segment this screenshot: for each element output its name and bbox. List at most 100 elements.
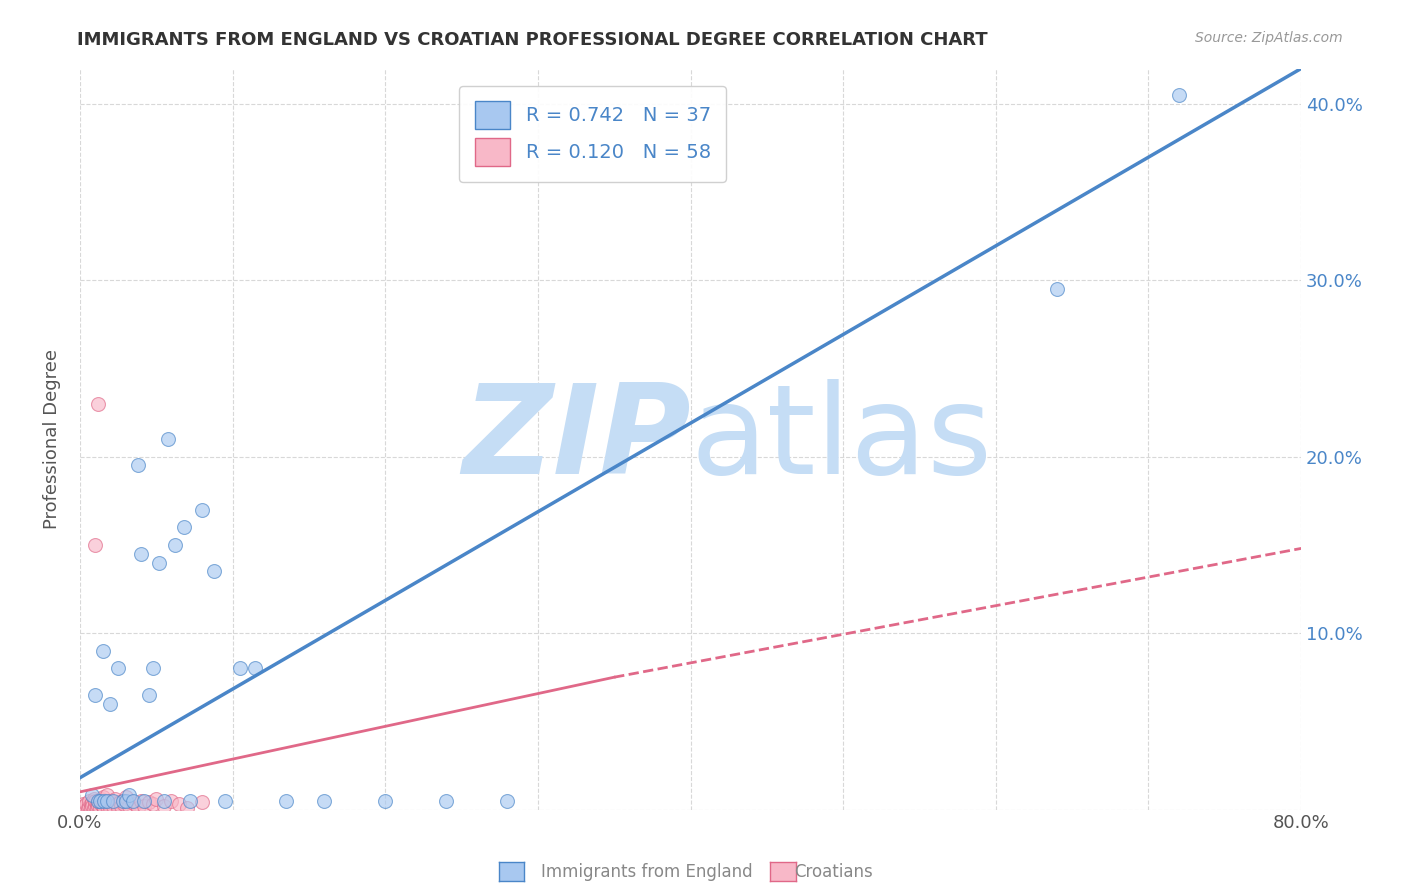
Point [84,794,107,808]
Point [148,556,170,570]
Point [72,797,94,812]
Point [100,801,122,815]
Text: atlas: atlas [690,378,993,500]
Point [93,797,115,812]
Point [77,794,100,808]
Point [129,547,152,561]
Point [90,792,112,806]
Point [83,801,105,815]
Point [153,799,176,814]
Point [104,792,127,806]
Point [96,794,118,808]
Point [179,794,201,808]
Point [132,794,155,808]
Point [91,790,114,805]
Point [202,565,225,579]
Point [191,796,214,810]
Point [118,799,141,814]
Point [84,538,107,552]
Point [129,794,152,808]
Text: Source: ZipAtlas.com: Source: ZipAtlas.com [1195,31,1343,45]
Point [191,502,214,516]
Point [89,801,111,815]
Point [163,538,186,552]
Y-axis label: Professional Degree: Professional Degree [44,349,60,529]
Point [84,799,107,814]
Point [87,796,110,810]
Point [103,799,125,814]
Point [94,796,117,810]
Point [153,794,176,808]
Point [79,801,101,815]
Point [132,799,155,814]
Point [73,799,96,814]
Point [229,661,252,675]
Point [93,801,115,815]
Point [374,794,396,808]
Point [97,797,120,812]
Point [111,794,134,808]
Point [100,794,122,808]
Point [90,797,112,812]
Point [112,797,135,812]
Point [86,797,108,812]
Point [89,794,111,808]
Point [111,794,134,808]
Point [167,797,190,812]
Point [83,792,105,806]
Point [100,697,122,711]
Point [96,799,118,814]
Point [434,794,457,808]
Point [105,797,128,812]
Point [101,796,124,810]
Point [145,792,167,806]
Point [124,797,146,812]
Point [93,794,115,808]
Point [157,432,180,446]
Point [245,661,267,675]
Text: Croatians: Croatians [794,863,873,881]
Point [122,794,145,808]
Point [77,799,100,814]
Point [107,661,129,675]
Point [138,688,160,702]
Point [114,790,136,805]
Point [1046,282,1069,296]
Point [108,796,131,810]
Point [1168,87,1191,102]
Point [80,799,103,814]
Point [110,799,132,814]
Point [127,458,149,473]
Point [87,794,110,808]
Text: IMMIGRANTS FROM ENGLAND VS CROATIAN PROFESSIONAL DEGREE CORRELATION CHART: IMMIGRANTS FROM ENGLAND VS CROATIAN PROF… [77,31,988,49]
Point [107,801,129,815]
Point [91,644,114,658]
Point [79,797,101,812]
Point [142,797,165,812]
Point [89,794,111,808]
Point [142,661,165,675]
Legend: R = 0.742   N = 37, R = 0.120   N = 58: R = 0.742 N = 37, R = 0.120 N = 58 [460,86,727,181]
Point [274,794,297,808]
Point [160,794,183,808]
Point [80,796,103,810]
Point [86,801,108,815]
Point [87,397,110,411]
Point [127,801,149,815]
Point [87,799,110,814]
Point [176,801,198,815]
Point [84,688,107,702]
Text: ZIP: ZIP [461,378,690,500]
Point [114,794,136,808]
Point [496,794,519,808]
Text: Immigrants from England: Immigrants from England [541,863,754,881]
Point [80,789,103,803]
Point [76,801,98,815]
Point [118,789,141,803]
Point [214,794,236,808]
Point [75,797,97,812]
Point [96,789,118,803]
Point [103,794,125,808]
Point [121,796,143,810]
Point [173,520,195,534]
